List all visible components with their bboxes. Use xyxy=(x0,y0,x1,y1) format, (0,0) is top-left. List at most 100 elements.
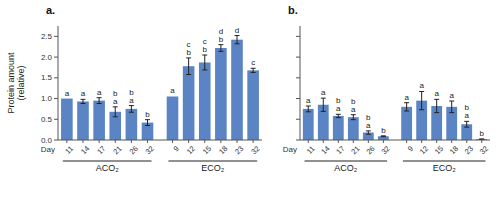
y-tick xyxy=(296,57,300,58)
letter: a xyxy=(404,93,409,102)
group-bracket xyxy=(305,161,388,162)
panel: 0.00.51.01.52.02.5Protein amount(relativ… xyxy=(6,4,262,173)
letter: b xyxy=(203,45,208,54)
x-tick-label: 17 xyxy=(334,144,346,156)
error-bar xyxy=(434,99,439,112)
error-bar xyxy=(321,98,326,111)
panel-title: b. xyxy=(288,4,298,16)
y-tick-label: 1.5 xyxy=(41,73,53,82)
x-label: Day xyxy=(41,145,55,154)
x-tick xyxy=(323,140,324,143)
error-bar xyxy=(113,107,118,117)
x-tick-label: 14 xyxy=(319,144,331,156)
bar xyxy=(401,107,412,140)
x-tick-label: 12 xyxy=(418,144,430,156)
letter: a xyxy=(366,121,371,130)
x-tick xyxy=(147,140,148,143)
group-label: ACO₂ xyxy=(334,163,358,173)
x-tick-label: 32 xyxy=(478,144,490,156)
error-bar xyxy=(336,114,341,117)
x-tick-label: 32 xyxy=(144,144,156,156)
x-tick-label: 32 xyxy=(249,144,261,156)
x-tick xyxy=(253,140,254,143)
x-tick xyxy=(421,140,422,143)
x-tick xyxy=(204,140,205,143)
letter: b xyxy=(145,110,150,119)
letter: b xyxy=(480,129,485,138)
letter: d xyxy=(235,26,239,35)
y-tick xyxy=(54,57,58,58)
y-axis xyxy=(58,26,59,140)
x-tick xyxy=(115,140,116,143)
group-bracket xyxy=(168,161,257,162)
group-label: ECO₂ xyxy=(201,163,225,173)
y-tick xyxy=(54,98,58,99)
x-tick-label: 23 xyxy=(233,144,245,156)
error-bar xyxy=(97,98,102,104)
letter: c xyxy=(251,58,255,67)
bar xyxy=(247,70,259,140)
letter: a xyxy=(97,88,102,97)
x-tick xyxy=(220,140,221,143)
y-tick xyxy=(296,119,300,120)
x-tick-label: 21 xyxy=(349,144,361,156)
y-tick xyxy=(296,140,300,141)
x-tick xyxy=(466,140,467,143)
bar xyxy=(215,48,227,140)
error-bar xyxy=(235,36,240,44)
marks xyxy=(61,36,259,140)
error-bar xyxy=(145,120,150,126)
y-tick-label: 1.0 xyxy=(41,94,53,103)
bar xyxy=(93,101,105,140)
y-label: Protein amount(relative) xyxy=(6,52,26,114)
chart: 0.00.51.01.52.02.5Protein amount(relativ… xyxy=(0,0,500,209)
letter: b xyxy=(219,35,224,44)
x-tick xyxy=(66,140,67,143)
bar xyxy=(231,40,243,140)
letter: a xyxy=(336,104,341,113)
x-tick-label: 18 xyxy=(448,144,460,156)
letter: a xyxy=(129,96,134,105)
x-tick-label: 21 xyxy=(111,144,123,156)
bar xyxy=(167,96,179,140)
error-bar xyxy=(306,106,311,112)
error-bar xyxy=(419,91,424,109)
letter: a xyxy=(113,97,118,106)
error-bar xyxy=(80,99,85,103)
x-tick-label: 12 xyxy=(185,144,197,156)
y-tick xyxy=(296,36,300,37)
x-tick xyxy=(308,140,309,143)
marks xyxy=(303,91,487,140)
x-tick-label: 26 xyxy=(364,144,376,156)
letter: a xyxy=(449,91,454,100)
x-tick-label: 11 xyxy=(63,144,75,156)
x-tick-label: 15 xyxy=(433,144,445,156)
x-tick-label: 9 xyxy=(406,144,415,153)
bar xyxy=(77,101,89,140)
error-bar xyxy=(218,45,223,52)
letter: a xyxy=(464,111,469,120)
y-tick xyxy=(54,140,58,141)
x-tick xyxy=(368,140,369,143)
y-label-line: (relative) xyxy=(16,65,26,100)
x-tick xyxy=(451,140,452,143)
x-tick xyxy=(188,140,189,143)
x-tick-label: 18 xyxy=(217,144,229,156)
x-tick xyxy=(172,140,173,143)
letter: a xyxy=(306,96,311,105)
bar xyxy=(199,62,211,140)
x-tick-label: 23 xyxy=(463,144,475,156)
x-tick-label: 14 xyxy=(79,144,91,156)
y-tick-label: 2.0 xyxy=(41,53,53,62)
error-bar xyxy=(404,103,409,111)
x-axis xyxy=(300,140,490,141)
group-bracket xyxy=(403,161,486,162)
bar xyxy=(126,109,138,140)
y-label-line: Protein amount xyxy=(6,52,16,114)
letter: a xyxy=(321,88,326,97)
panel-title: a. xyxy=(46,4,55,16)
letter: a xyxy=(65,89,70,98)
y-tick xyxy=(54,119,58,120)
group-label: ACO₂ xyxy=(96,163,120,173)
x-tick xyxy=(436,140,437,143)
